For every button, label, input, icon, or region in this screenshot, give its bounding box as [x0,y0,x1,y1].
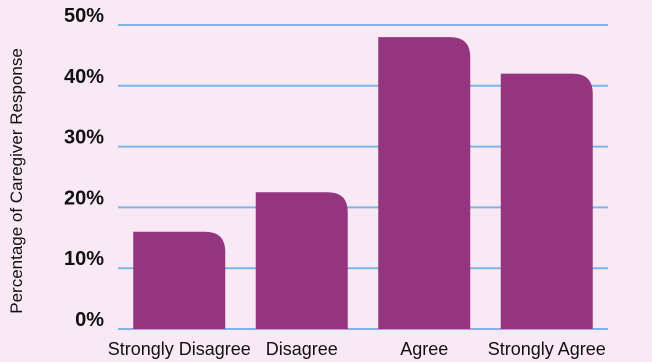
y-tick-label: 30% [64,127,104,149]
x-tick-label: Agree [400,339,448,359]
y-tick-label: 10% [64,248,104,270]
x-tick-label: Strongly Agree [488,339,606,359]
axes: 0% 10% 20% 30% 40% 50% Strongly Disagree Disagr… [64,5,606,359]
y-tick-label: 20% [64,187,104,209]
bar-strongly-agree [500,73,593,329]
bar-agree [378,37,471,329]
x-tick-label: Disagree [266,339,338,359]
y-axis-label: Percentage of Caregiver Response [7,48,26,314]
y-tick-label: 50% [64,5,104,27]
x-tick-label: Strongly Disagree [108,339,251,359]
y-tick-label: 0% [75,309,104,331]
bar-disagree [255,192,348,329]
y-tick-label: 40% [64,66,104,88]
bars [133,37,593,329]
bar-strongly-disagree [133,231,226,329]
